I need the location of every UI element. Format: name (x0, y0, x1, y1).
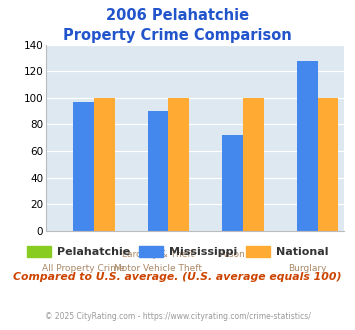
Bar (317, 98, 338, 231)
Text: All Property Crime: All Property Crime (42, 264, 125, 273)
Text: Motor Vehicle Theft: Motor Vehicle Theft (114, 264, 202, 273)
Bar (222, 135, 243, 231)
Bar (73, 102, 94, 231)
Legend: Pelahatchie, Mississippi, National: Pelahatchie, Mississippi, National (22, 242, 333, 261)
Text: Property Crime Comparison: Property Crime Comparison (63, 28, 292, 43)
Text: © 2025 CityRating.com - https://www.cityrating.com/crime-statistics/: © 2025 CityRating.com - https://www.city… (45, 312, 310, 321)
Text: Burglary: Burglary (288, 264, 326, 273)
Bar (168, 98, 189, 231)
Text: Compared to U.S. average. (U.S. average equals 100): Compared to U.S. average. (U.S. average … (13, 272, 342, 282)
Bar (243, 98, 264, 231)
Bar (94, 98, 115, 231)
Text: Arson: Arson (220, 250, 245, 259)
Bar (297, 60, 317, 231)
Bar (148, 111, 168, 231)
Text: Larceny & Theft: Larceny & Theft (122, 250, 194, 259)
Text: 2006 Pelahatchie: 2006 Pelahatchie (106, 8, 249, 23)
